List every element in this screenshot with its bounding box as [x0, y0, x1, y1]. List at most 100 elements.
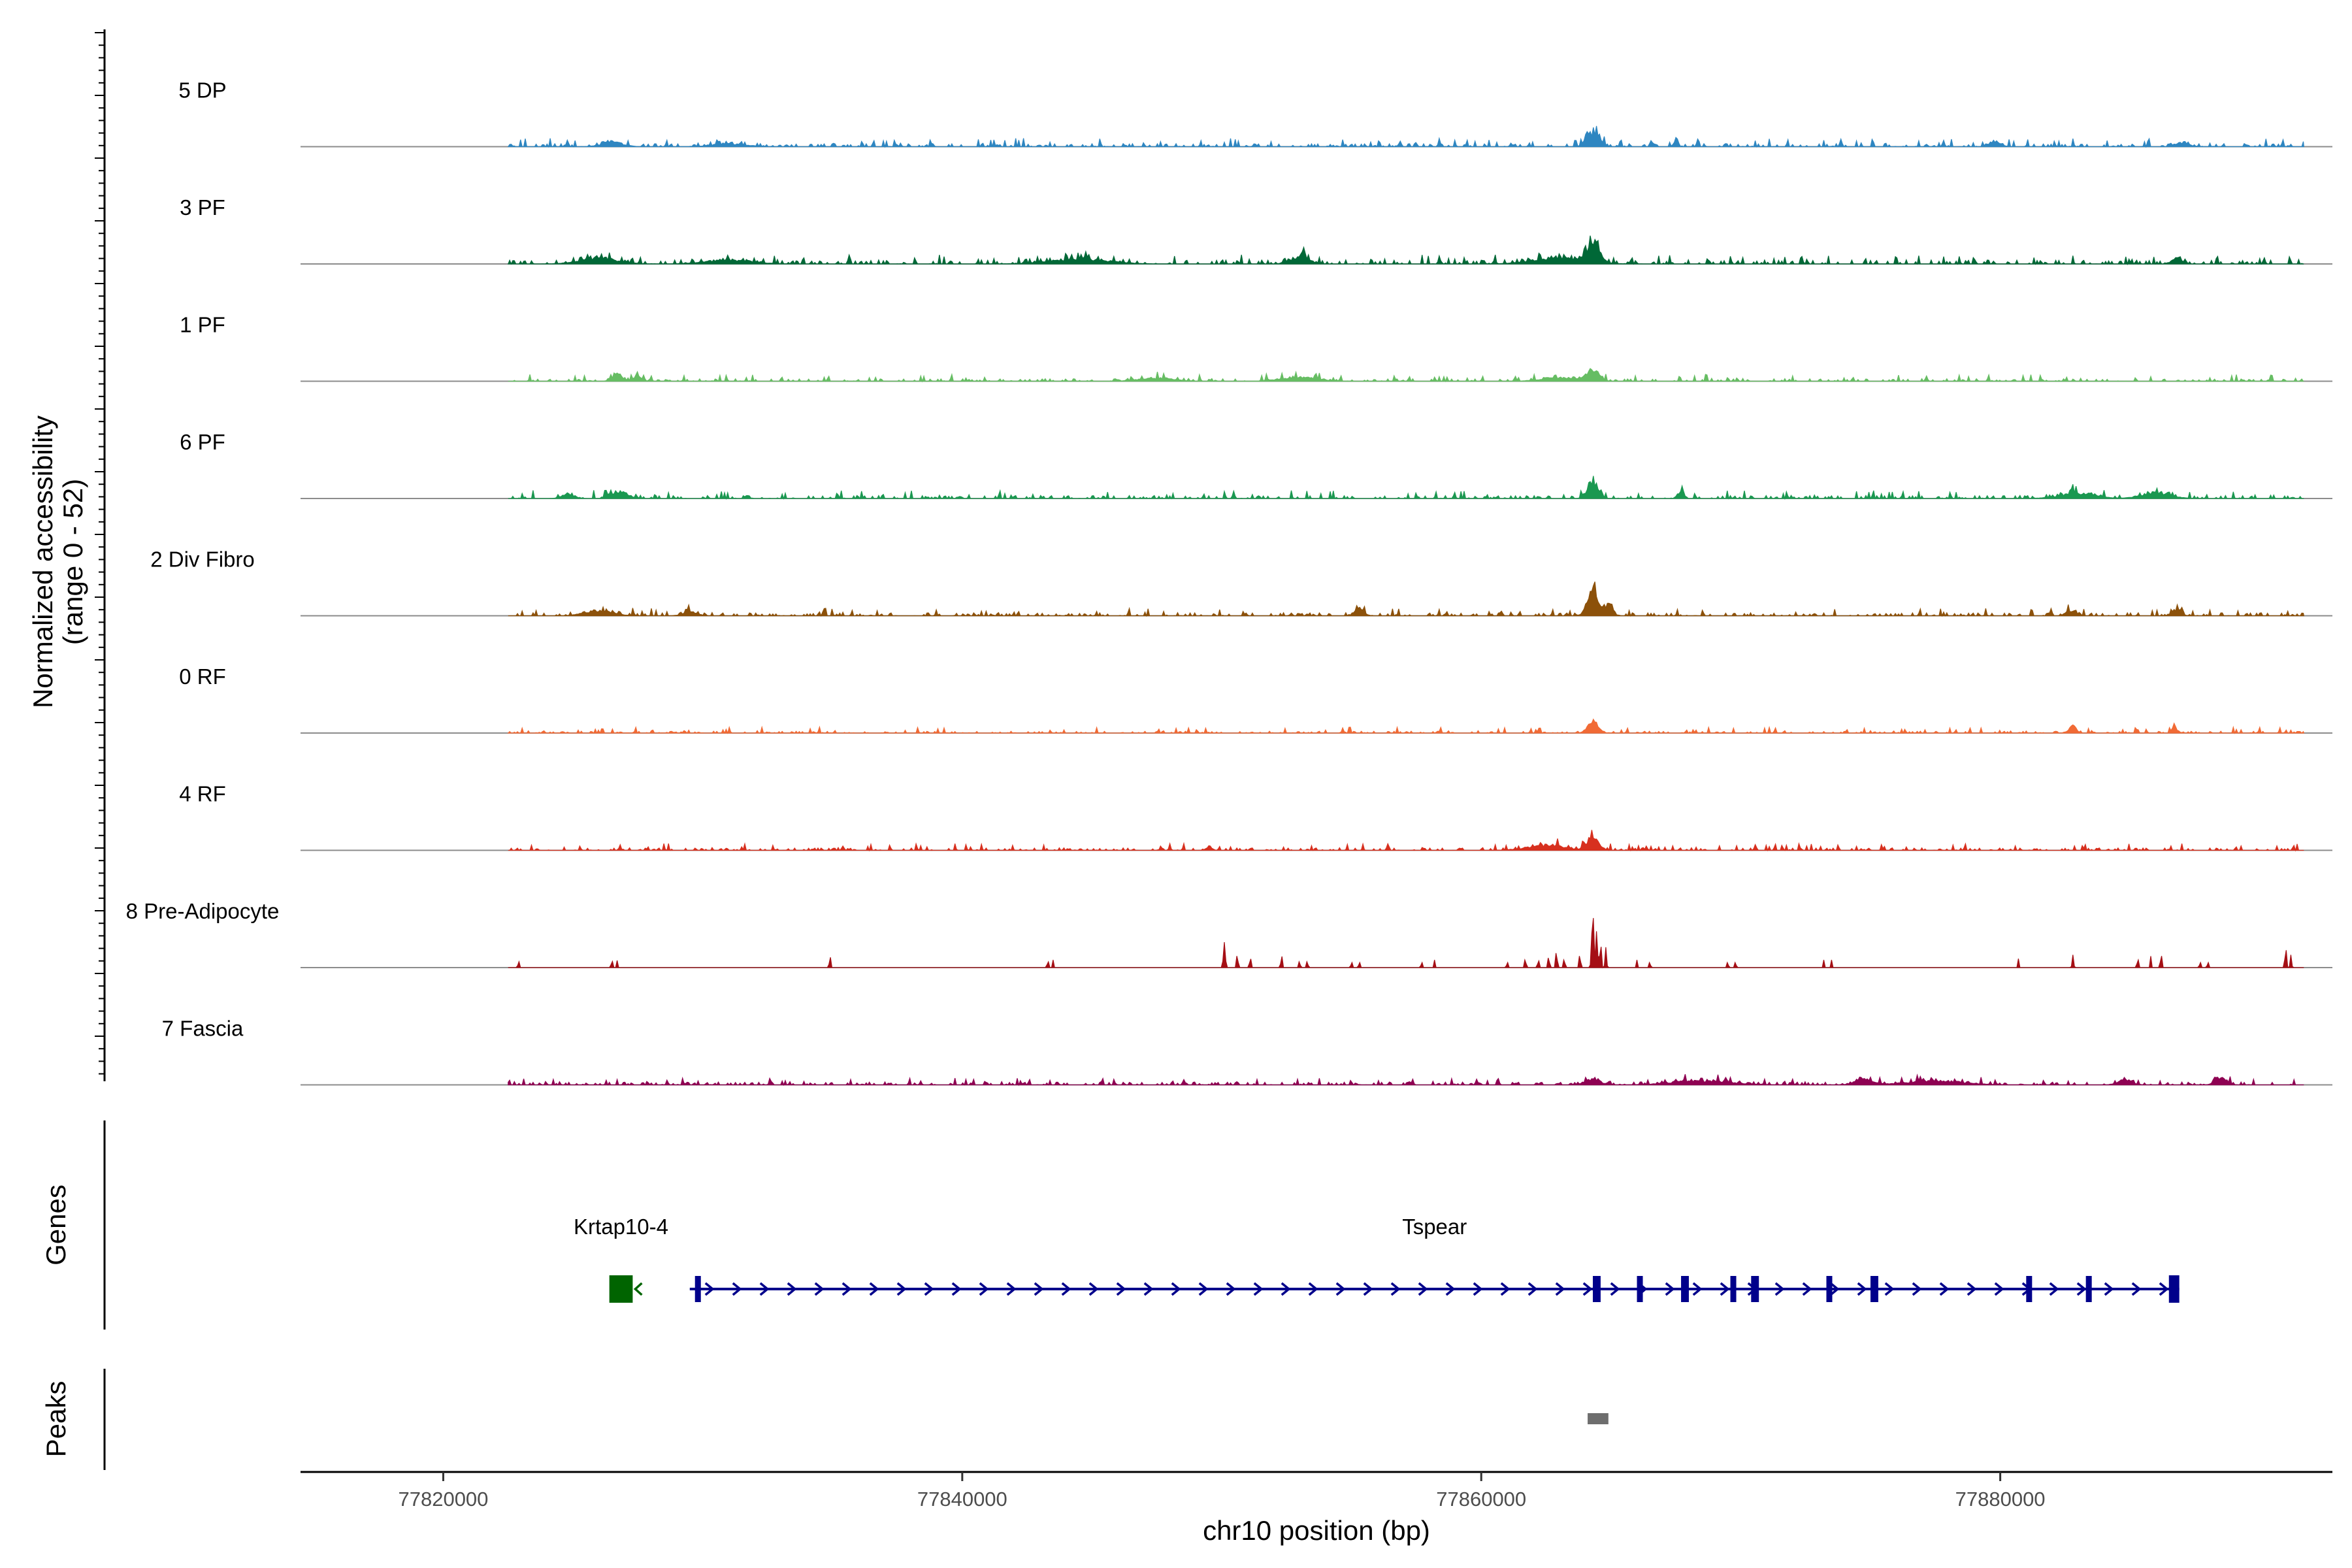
y-axis-title-line2: (range 0 - 52) [57, 479, 88, 645]
track-5-dp: 5 DP [178, 78, 2332, 148]
gene-exon [1870, 1276, 1878, 1302]
gene-strand-arrow [979, 1282, 989, 1296]
track-label: 7 Fascia [162, 1017, 244, 1041]
gene-label: Tspear [1402, 1215, 1467, 1239]
track-coverage-area [507, 125, 2304, 148]
track-label: 3 PF [180, 195, 225, 220]
gene-strand-arrow [1692, 1282, 1703, 1296]
gene-strand-arrow [924, 1282, 934, 1296]
gene-strand-arrow [1829, 1282, 1840, 1296]
track-label: 2 Div Fibro [150, 547, 255, 572]
gene-strand-arrow [1582, 1282, 1593, 1296]
gene-strand-arrow [2076, 1282, 2087, 1296]
gene-exon [1593, 1276, 1601, 1302]
gene-strand-arrow [1857, 1282, 1867, 1296]
gene-label: Krtap10-4 [574, 1215, 668, 1239]
coverage-tracks: 5 DP 3 PF 1 PF 6 PF 2 Div Fibro 0 RF 4 RF 8 Pre… [126, 78, 2332, 1086]
y-axis-title-line1: Normalized accessibility [27, 416, 58, 708]
gene-exon [694, 1276, 701, 1302]
gene-strand-arrow [1473, 1282, 1483, 1296]
track-coverage-area [508, 581, 2305, 617]
x-axis-title: chr10 position (bp) [1203, 1515, 1430, 1546]
gene-strand-arrow [1088, 1282, 1099, 1296]
x-axis-ticks: 77820000 77840000 77860000 77880000 [398, 1472, 2046, 1511]
gene-strand-arrow [814, 1282, 825, 1296]
gene-exon [1681, 1276, 1689, 1302]
x-tick-label: 77840000 [917, 1488, 1007, 1511]
gene-strand-arrow [1527, 1282, 1538, 1296]
track-coverage-area [507, 718, 2305, 734]
track-2-div-fibro: 2 Div Fibro [150, 547, 2332, 617]
gene-strand-arrow [1720, 1282, 1730, 1296]
gene-strand-arrow [1034, 1282, 1044, 1296]
gene-exon [2168, 1275, 2180, 1303]
gene-strand-arrow [1610, 1282, 1620, 1296]
gene-strand-arrow [2049, 1282, 2059, 1296]
coverage-y-axis-ticks [95, 32, 105, 1075]
peak-region [1588, 1413, 1609, 1424]
x-tick-label: 77860000 [1436, 1488, 1526, 1511]
gene-krtap10-4: Krtap10-4 [574, 1215, 668, 1303]
gene-exon [2026, 1276, 2033, 1302]
gene-strand-arrow [759, 1282, 770, 1296]
track-1-pf: 1 PF [180, 313, 2332, 383]
track-6-pf: 6 PF [180, 430, 2332, 500]
gene-strand-arrow [841, 1282, 852, 1296]
track-8-pre-adipocyte: 8 Pre-Adipocyte [126, 899, 2332, 969]
gene-strand-arrow [1500, 1282, 1511, 1296]
gene-strand-arrow [1308, 1282, 1318, 1296]
gene-strand-arrow [1281, 1282, 1291, 1296]
gene-strand-arrow [1061, 1282, 1071, 1296]
track-3-pf: 3 PF [180, 195, 2332, 266]
x-tick-label: 77820000 [398, 1488, 488, 1511]
gene-exon [1637, 1276, 1643, 1302]
gene-strand-arrow [1418, 1282, 1428, 1296]
gene-strand-arrow [1555, 1282, 1565, 1296]
gene-strand-arrow [1006, 1282, 1017, 1296]
gene-exon [1751, 1276, 1759, 1302]
track-coverage-area [508, 918, 2304, 969]
gene-strand-arrow [1116, 1282, 1126, 1296]
track-label: 8 Pre-Adipocyte [126, 899, 280, 923]
gene-strand-arrow [1884, 1282, 1895, 1296]
gene-strand-arrow [951, 1282, 962, 1296]
gene-strand-arrow [1774, 1282, 1785, 1296]
genes-panel-title: Genes [41, 1184, 71, 1266]
gene-strand-arrow [732, 1282, 742, 1296]
gene-strand-arrow [1335, 1282, 1346, 1296]
track-label: 6 PF [180, 430, 225, 454]
track-coverage-area [507, 235, 2304, 266]
track-coverage-area [508, 830, 2304, 852]
track-label: 0 RF [179, 664, 226, 689]
gene-exon [1826, 1276, 1833, 1302]
gene-annotation-track: Krtap10-4 Tspear [574, 1215, 2180, 1303]
gene-strand-arrow [1912, 1282, 1922, 1296]
gene-strand-arrow [1967, 1282, 1977, 1296]
gene-strand-arrow [1445, 1282, 1456, 1296]
track-4-rf: 4 RF [179, 782, 2332, 852]
peaks-panel-title: Peaks [41, 1381, 71, 1458]
gene-strand-arrow [1390, 1282, 1401, 1296]
gene-strand-arrow [633, 1282, 643, 1296]
track-label: 5 DP [178, 78, 226, 103]
gene-strand-arrow [2131, 1282, 2142, 1296]
track-coverage-area [508, 476, 2304, 500]
gene-exon [2085, 1276, 2092, 1302]
gene-strand-arrow [1939, 1282, 1950, 1296]
gene-strand-arrow [1363, 1282, 1373, 1296]
gene-strand-arrow [1665, 1282, 1675, 1296]
gene-strand-arrow [1994, 1282, 2004, 1296]
gene-strand-arrow [787, 1282, 797, 1296]
gene-strand-arrow [1226, 1282, 1236, 1296]
gene-tspear: Tspear [689, 1215, 2180, 1303]
track-label: 1 PF [180, 313, 225, 337]
gene-strand-arrow [1253, 1282, 1264, 1296]
track-coverage-area [508, 368, 2304, 383]
track-0-rf: 0 RF [179, 664, 2332, 734]
gene-strand-arrow [1143, 1282, 1154, 1296]
peaks-track [1588, 1413, 1609, 1424]
track-coverage-area [508, 1073, 2304, 1086]
gene-strand-arrow [1802, 1282, 1812, 1296]
gene-exon [609, 1275, 633, 1303]
